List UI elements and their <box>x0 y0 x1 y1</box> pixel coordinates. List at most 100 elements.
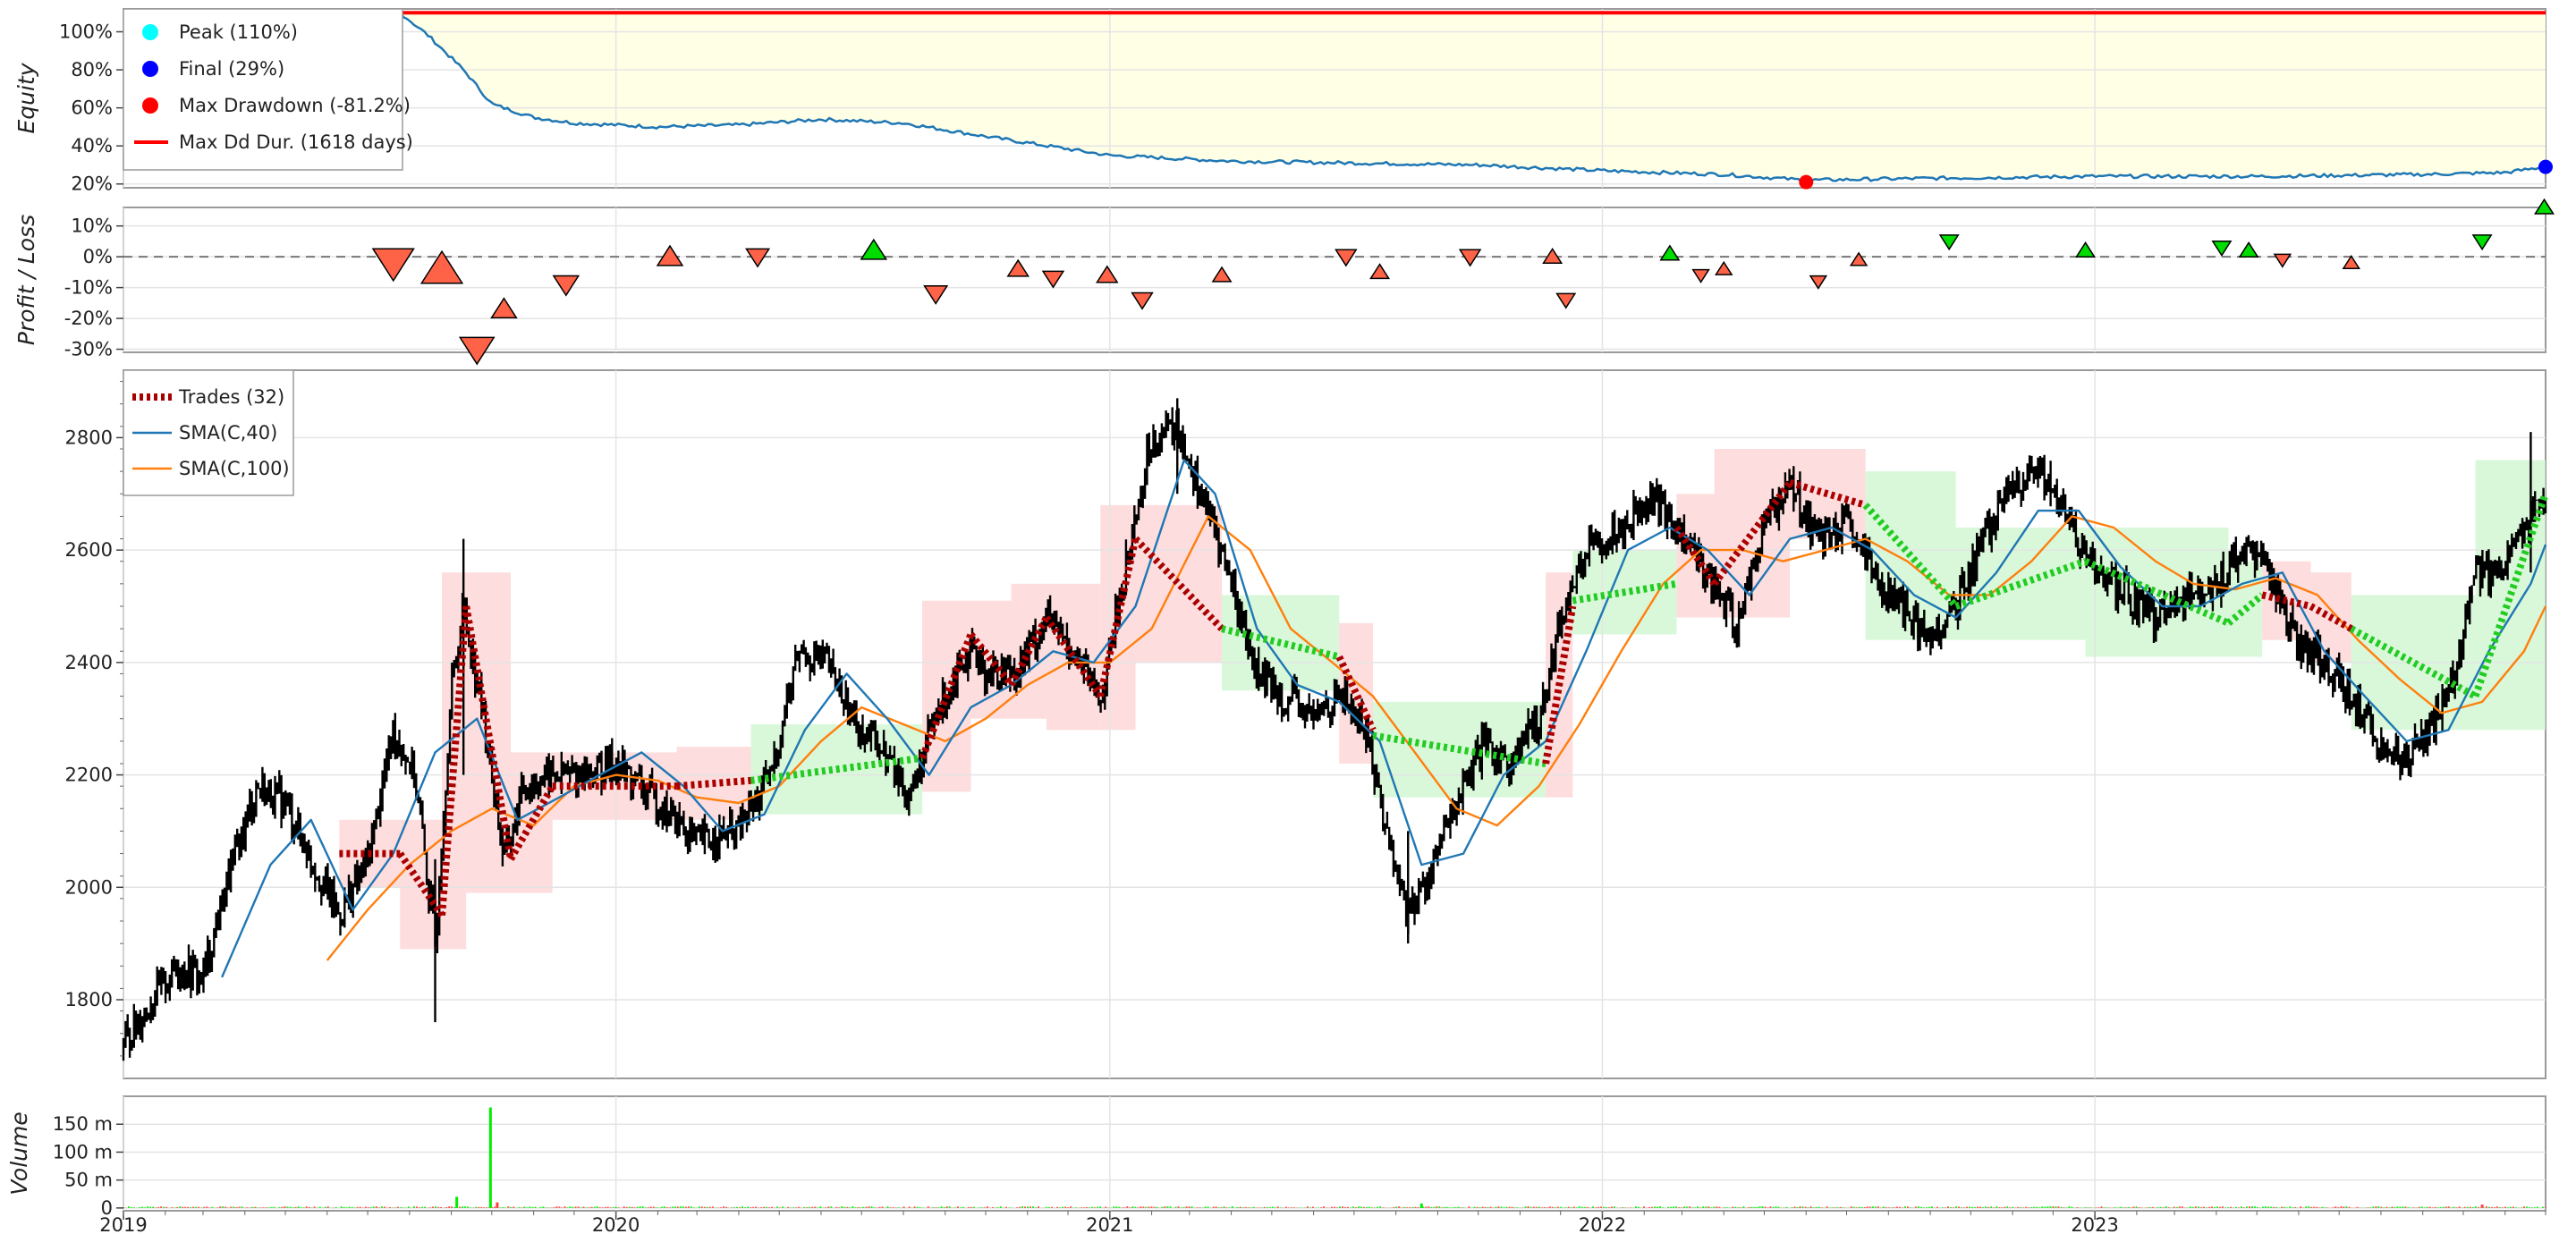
pnl-trade-marker-30 <box>2471 234 2493 251</box>
pnl-trade-marker-25 <box>2075 241 2097 258</box>
equity-ticks: 100% 80% 60% 40% 20% <box>59 21 123 195</box>
pnl-trade-marker-31 <box>2534 198 2555 215</box>
pnl-trade-marker-10 <box>1041 270 1065 289</box>
sma100-line <box>326 515 2547 961</box>
equity-line <box>123 11 2546 183</box>
price-tick-label-0: 2800 <box>65 427 113 448</box>
pnl-trade-marker-11 <box>1096 265 1119 283</box>
trade-line-8 <box>919 632 975 760</box>
equity-grid <box>123 9 2546 188</box>
price-sma <box>220 459 2547 978</box>
equity-legend-swatch-0 <box>142 24 158 40</box>
trade-line-28 <box>2349 625 2478 700</box>
trade-line-22 <box>1862 503 1959 609</box>
final-marker <box>2538 159 2553 174</box>
equity-legend-swatch-2 <box>142 97 158 114</box>
volume-panel: 150 m 100 m 50 m 0 Volume <box>6 1095 2546 1219</box>
pnl-frame <box>123 207 2546 353</box>
price-legend-label-1: SMA(C,40) <box>179 422 277 444</box>
pnl-trade-marker-6 <box>745 248 771 268</box>
pnl-tick-label-3: -20% <box>64 308 113 329</box>
trade-line-15 <box>1335 655 1377 731</box>
price-tick-label-2: 2400 <box>65 652 113 673</box>
price-frame <box>123 369 2546 1079</box>
pnl-trade-marker-4 <box>552 275 580 297</box>
pnl-trade-marker-13 <box>1211 266 1233 283</box>
price-candles-path <box>122 407 2547 1061</box>
pnl-trade-marker-29 <box>2342 254 2360 269</box>
trade-line-6 <box>676 776 751 790</box>
trade-line-14 <box>1221 625 1341 661</box>
trade-line-10 <box>1008 615 1050 687</box>
trade-line-23 <box>1954 557 2087 610</box>
pnl-grid <box>123 207 2546 352</box>
sma40-line <box>220 459 2547 978</box>
volume-ticks: 150 m 100 m 50 m 0 <box>53 1113 123 1219</box>
x-tick-label-3: 2022 <box>1579 1214 1626 1234</box>
price-ticks: 2800 2600 2400 2200 2000 1800 <box>65 381 123 1057</box>
x-tick-label-1: 2020 <box>592 1214 640 1234</box>
trade-line-1 <box>396 851 445 917</box>
trade-line-17 <box>1542 605 1577 765</box>
pnl-trade-marker-1 <box>419 249 464 284</box>
price-panel: 2800 2600 2400 2200 2000 1800 Trades (32) SMA(… <box>65 369 2549 1079</box>
trade-line-7 <box>750 754 923 784</box>
x-tick-label-0: 2019 <box>99 1214 147 1234</box>
x-tick-label-2: 2021 <box>1086 1214 1133 1234</box>
x-tick-label-4: 2023 <box>2071 1214 2118 1234</box>
max-drawdown-marker <box>1799 174 1814 190</box>
equity-legend-label-0: Peak (110%) <box>179 21 298 43</box>
price-legend-label-0: Trades (32) <box>178 386 284 408</box>
equity-tick-label-4: 20% <box>71 173 113 195</box>
equity-drawdown-area <box>400 13 2546 182</box>
pnl-trade-marker-7 <box>860 238 888 260</box>
price-tick-label-3: 2200 <box>65 765 113 786</box>
pnl-trade-marker-23 <box>1849 251 1868 266</box>
pnl-trade-marker-21 <box>1715 260 1733 275</box>
trade-line-16 <box>1372 731 1546 767</box>
equity-legend-label-1: Final (29%) <box>179 58 284 80</box>
trade-line-24 <box>2083 558 2231 627</box>
pnl-trade-marker-9 <box>1006 258 1030 277</box>
price-legend-label-2: SMA(C,100) <box>179 458 290 479</box>
trade-line-25 <box>2225 592 2265 626</box>
pnl-trade-marker-27 <box>2238 241 2259 258</box>
pnl-trade-marker-17 <box>1542 247 1563 264</box>
pnl-trade-marker-14 <box>1335 249 1358 267</box>
pnl-trade-marker-12 <box>1131 292 1154 310</box>
x-axis: 2019 2020 2021 2022 2023 <box>99 1211 2546 1234</box>
pnl-tick-label-4: -30% <box>64 339 113 360</box>
pnl-panel: 10% 0% -10% -20% -30% Profit / Loss <box>13 198 2555 366</box>
trade-zone-13 <box>1135 504 1223 663</box>
trade-line-27 <box>2309 603 2353 632</box>
trade-line-21 <box>1789 478 1867 509</box>
pnl-trade-marker-28 <box>2273 253 2292 268</box>
pnl-trade-marker-15 <box>1369 263 1391 280</box>
price-trades <box>339 478 2549 917</box>
pnl-axis-label: Profit / Loss <box>13 215 39 345</box>
pnl-trade-marker-16 <box>1458 249 1482 267</box>
pnl-tick-label-1: 0% <box>83 246 113 267</box>
equity-legend-label-3: Max Dd Dur. (1618 days) <box>179 131 413 153</box>
pnl-trade-marker-0 <box>371 248 415 283</box>
equity-markers <box>400 11 2553 190</box>
pnl-trade-marker-2 <box>458 336 496 366</box>
equity-legend: Peak (110%) Final (29%) Max Drawdown (-81.… <box>123 8 413 171</box>
volume-axis-label: Volume <box>6 1111 32 1195</box>
price-legend: Trades (32) SMA(C,40) SMA(C,100) <box>123 369 294 496</box>
price-tick-label-5: 1800 <box>65 989 113 1010</box>
pnl-trade-marker-18 <box>1555 292 1577 309</box>
volume-frame <box>123 1095 2546 1212</box>
trade-line-2 <box>438 605 470 917</box>
equity-tick-label-2: 60% <box>71 97 113 119</box>
volume-tick-label-1: 100 m <box>53 1141 113 1162</box>
volume-tick-label-2: 50 m <box>64 1170 113 1191</box>
equity-legend-box <box>123 8 403 171</box>
pnl-trade-marker-3 <box>490 297 518 319</box>
equity-legend-label-2: Max Drawdown (-81.2%) <box>179 95 411 116</box>
trade-line-11 <box>1043 615 1104 698</box>
pnl-trade-marker-26 <box>2211 241 2233 258</box>
pnl-tick-label-2: -10% <box>64 277 113 299</box>
equity-legend-swatch-1 <box>142 61 158 77</box>
